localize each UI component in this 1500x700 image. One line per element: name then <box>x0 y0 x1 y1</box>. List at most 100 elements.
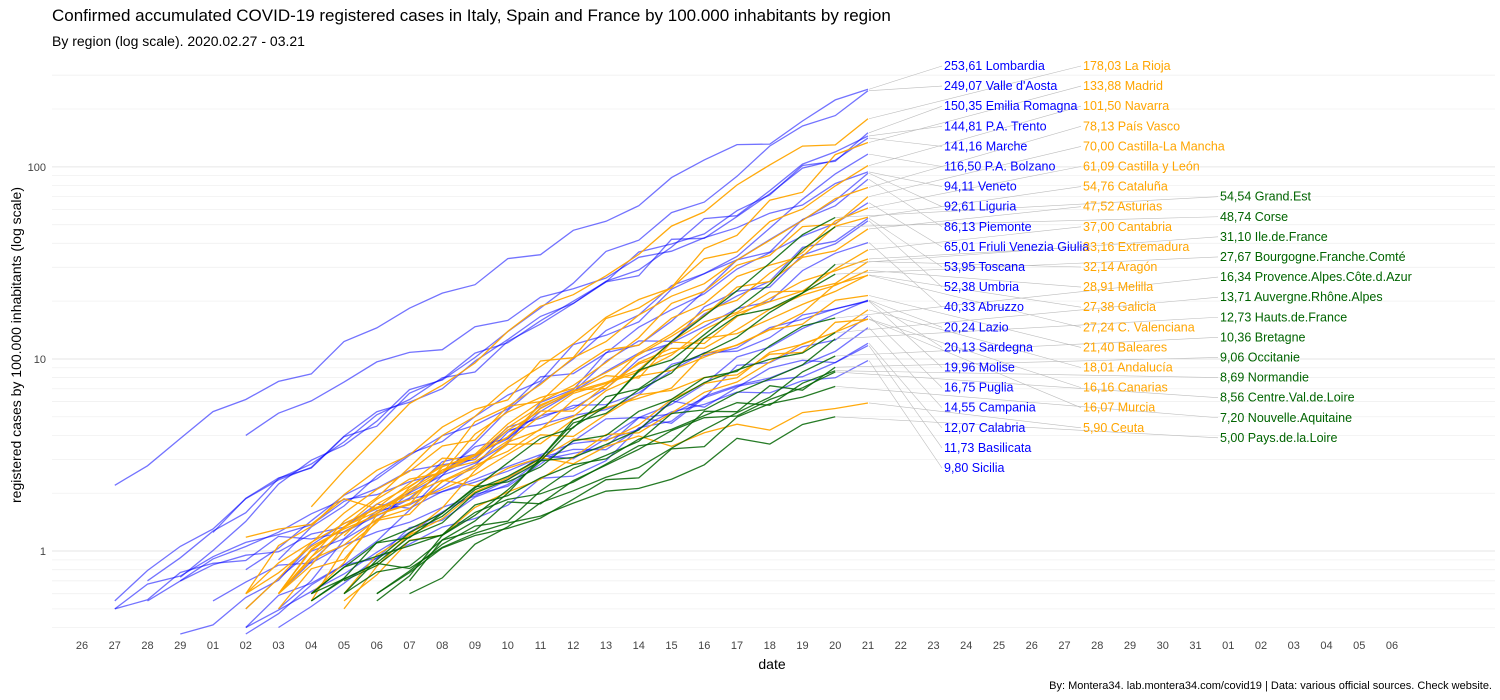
label-leader-line <box>868 345 943 449</box>
series-line-friuli-venezia-giulia <box>245 202 869 571</box>
x-tick-label: 01 <box>1222 640 1234 652</box>
series-line-lazio <box>245 299 869 629</box>
series-line-basilicata <box>147 345 869 602</box>
x-tick-label: 23 <box>927 640 939 652</box>
label-leader-line <box>868 343 943 428</box>
label-leader-line <box>836 316 1219 340</box>
x-tick-label: 04 <box>305 640 317 652</box>
series-label-sicilia: 9,80 Sicilia <box>944 461 1004 475</box>
label-leader-line <box>836 196 1219 218</box>
chart-caption: By: Montera34. lab.montera34.com/covid19… <box>1049 680 1492 692</box>
x-tick-label: 05 <box>1353 640 1365 652</box>
series-label-umbria: 52,38 Umbria <box>944 280 1019 294</box>
series-line-corse <box>376 226 836 602</box>
series-line-veneto <box>245 171 869 436</box>
label-leader-line <box>868 327 943 408</box>
series-label-p-a-bolzano: 116,50 P.A. Bolzano <box>944 160 1055 174</box>
series-label-nouvelle-aquitaine: 7,20 Nouvelle.Aquitaine <box>1220 411 1352 425</box>
x-tick-label: 20 <box>829 640 841 652</box>
series-label-castilla-la-mancha: 70,00 Castilla-La Mancha <box>1083 139 1225 153</box>
series-label-bourgogne-franche-comt-: 27,67 Bourgogne.Franche.Comté <box>1220 250 1406 264</box>
x-tick-label: 28 <box>1091 640 1103 652</box>
series-line-auvergne-rh-ne-alpes <box>311 332 836 595</box>
series-label-grand-est: 54,54 Grand.Est <box>1220 190 1312 204</box>
series-label-galicia: 27,38 Galicia <box>1083 300 1156 314</box>
series-label-la-rioja: 178,03 La Rioja <box>1083 59 1171 73</box>
series-line-navarra <box>278 165 869 595</box>
label-leader-line <box>836 236 1219 265</box>
y-axis-label: registered cases by 100.000 inhabitants … <box>8 187 24 503</box>
label-leader-line <box>868 105 943 134</box>
label-leader-line <box>836 216 1219 228</box>
series-label-valle-d-aosta: 249,07 Valle d'Aosta <box>944 79 1057 93</box>
series-label-emilia-romagna: 150,35 Emilia Romagna <box>944 99 1077 113</box>
series-label-campania: 14,55 Campania <box>944 401 1036 415</box>
series-label-normandie: 8,69 Normandie <box>1220 371 1309 385</box>
series-label-arag-n: 32,14 Aragón <box>1083 260 1157 274</box>
series-line-toscana <box>180 217 869 635</box>
series-line-bretagne <box>409 355 836 595</box>
x-tick-label: 14 <box>633 640 645 652</box>
label-leader-line <box>868 300 943 348</box>
series-line-normandie <box>310 370 836 595</box>
label-leader-line <box>836 276 1219 319</box>
label-leader-line <box>868 85 1082 143</box>
x-tick-label: 30 <box>1157 640 1169 652</box>
series-label-catalu-a: 54,76 Cataluña <box>1083 180 1168 194</box>
series-label-abruzzo: 40,33 Abruzzo <box>944 300 1024 314</box>
series-label-cantabria: 37,00 Cantabria <box>1083 220 1172 234</box>
series-label-centre-val-de-loire: 8,56 Centre.Val.de.Loire <box>1220 391 1355 405</box>
x-tick-label: 06 <box>1386 640 1398 652</box>
series-label-toscana: 53,95 Toscana <box>944 260 1025 274</box>
label-leader-line <box>868 126 943 137</box>
series-line-melilla <box>343 269 869 537</box>
series-label-bretagne: 10,36 Bretagne <box>1220 330 1306 344</box>
series-line-pays-de-la-loire <box>310 416 836 602</box>
y-axis-ticks: 1 10 100 <box>28 162 46 558</box>
x-tick-label: 08 <box>436 640 448 652</box>
label-leader-line <box>868 261 1082 268</box>
series-line-centre-val-de-loire <box>343 371 836 595</box>
x-tick-label: 21 <box>862 640 874 652</box>
x-tick-label: 02 <box>240 640 252 652</box>
label-leader-line <box>868 220 943 288</box>
label-leader-line <box>868 299 943 328</box>
series-labels: 253,61 Lombardia 249,07 Valle d'Aosta 150,… <box>944 59 1412 475</box>
x-tick-label: 01 <box>207 640 219 652</box>
series-line-asturias <box>277 228 869 595</box>
label-leader-line <box>836 416 1219 439</box>
series-line-calabria <box>212 342 869 602</box>
series-line-la-rioja <box>310 118 869 508</box>
x-tick-label: 13 <box>600 640 612 652</box>
x-tick-label: 22 <box>895 640 907 652</box>
series-label-piemonte: 86,13 Piemonte <box>944 220 1032 234</box>
series-line-p-a-trento <box>147 135 869 582</box>
label-leader-line <box>868 166 1082 209</box>
series-label-andaluc-a: 18,01 Andalucía <box>1083 361 1173 375</box>
x-tick-label: 28 <box>141 640 153 652</box>
series-label-extremadura: 33,16 Extremadura <box>1083 240 1189 254</box>
x-tick-label: 03 <box>1288 640 1300 652</box>
label-leader-line <box>836 386 1219 419</box>
series-label-corse: 48,74 Corse <box>1220 210 1288 224</box>
x-tick-label: 10 <box>502 640 514 652</box>
series-line-lombardia <box>114 88 869 486</box>
series-label-provence-alpes-c-te-d-azur: 16,34 Provence.Alpes.Côte.d.Azur <box>1220 270 1412 284</box>
x-tick-label: 27 <box>109 640 121 652</box>
x-axis-label: date <box>758 656 785 672</box>
series-line-piemonte <box>245 178 869 635</box>
x-tick-label: 07 <box>403 640 415 652</box>
label-leader-line <box>836 337 1219 357</box>
label-leader-line <box>868 318 1082 388</box>
x-tick-label: 24 <box>960 640 972 652</box>
x-tick-label: 16 <box>698 640 710 652</box>
x-tick-label: 03 <box>272 640 284 652</box>
x-tick-label: 29 <box>1124 640 1136 652</box>
label-leader-line <box>868 360 943 469</box>
y-tick-label: 1 <box>40 546 46 558</box>
label-leader-line <box>868 309 1082 368</box>
y-tick-label: 10 <box>34 354 46 366</box>
series-label-hauts-de-france: 12,73 Hauts.de.France <box>1220 310 1347 324</box>
series-line-andaluc-a <box>343 309 869 595</box>
series-label-calabria: 12,07 Calabria <box>944 421 1025 435</box>
